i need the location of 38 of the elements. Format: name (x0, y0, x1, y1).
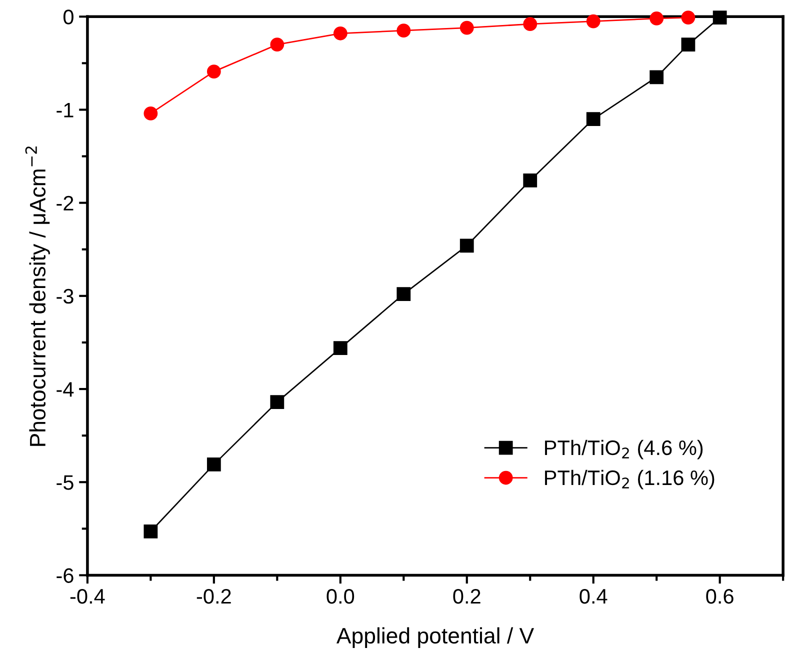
point (270, 38, 284, 52)
point (523, 174, 538, 188)
y-tick-label: -6 (56, 568, 74, 583)
point (144, 106, 158, 120)
x-tick-label: 0.4 (580, 588, 608, 604)
point (333, 341, 348, 356)
point (523, 17, 538, 32)
point (460, 20, 474, 35)
legend-label: PTh/TiO$_{2}$ (1.16 %) (545, 470, 714, 490)
y-tick-label: -3 (56, 288, 74, 304)
y-tick-label: -2 (56, 196, 74, 210)
y-axis-title: Photocurrent density / μAcm$^{−2}$ (25, 146, 50, 446)
point (460, 238, 474, 253)
x-tick-label: 0.2 (453, 588, 480, 604)
point (586, 14, 600, 28)
x-tick-label: 0.0 (326, 588, 354, 604)
point (206, 457, 221, 472)
point (650, 12, 664, 26)
y-tick-label: 0 (63, 10, 74, 24)
point (206, 64, 221, 78)
point (650, 70, 664, 84)
x-tick-label: -0.4 (70, 588, 105, 604)
y-tick-label: -4 (56, 382, 74, 397)
x-axis-title: Applied potential / V (336, 627, 534, 648)
point (270, 395, 284, 410)
x-tick-label: -0.2 (196, 588, 231, 604)
point (586, 112, 600, 126)
y-tick-label: -1 (56, 102, 74, 118)
point (681, 38, 696, 52)
legend-label: PTh/TiO$_{2}$ (4.6 %) (545, 440, 703, 460)
x-tick-label: 0.6 (706, 588, 734, 604)
point (396, 287, 411, 302)
point (396, 24, 411, 38)
point (712, 10, 727, 24)
y-tick-label: -5 (56, 475, 74, 490)
point (144, 524, 158, 538)
point (681, 10, 696, 24)
point (333, 26, 348, 40)
